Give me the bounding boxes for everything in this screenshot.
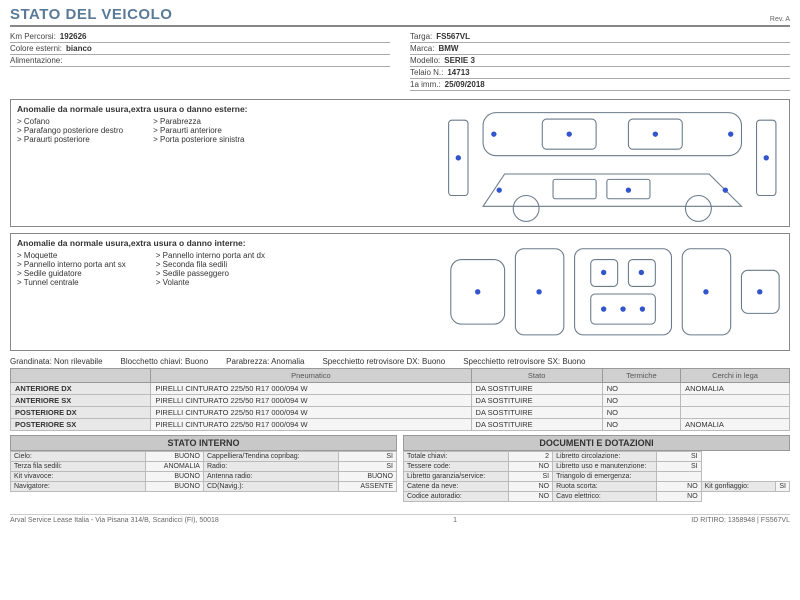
info-row: Alimentazione: [10,55,390,67]
page-title: STATO DEL VEICOLO [10,6,172,23]
anomaly-item: Pannello interno porta ant sx [17,260,126,269]
exterior-diagram [436,100,789,226]
anomaly-item: Cofano [17,117,123,126]
tires-header: Stato [471,369,602,383]
anomaly-item: Parafango posteriore destro [17,126,123,135]
tires-header: Pneumatico [151,369,471,383]
interior-section: Anomalie da normale usura,extra usura o … [10,233,790,351]
tires-table: PneumaticoStatoTermicheCerchi in lega AN… [10,368,790,431]
interior-title: Anomalie da normale usura,extra usura o … [17,238,430,248]
mini-row: Cielo:BUONOCappelliera/Tendina copribag:… [11,452,397,462]
summary-item: Specchietto retrovisore DX: Buono [322,357,445,366]
mini-row: Navigatore:BUONOCD(Navig.):ASSENTE [11,482,397,492]
stato-interno-panel: STATO INTERNO Cielo:BUONOCappelliera/Ten… [10,435,397,502]
vehicle-info: Km Percorsi:192626Colore esterni:biancoA… [10,31,790,91]
anomaly-item: Parabrezza [153,117,244,126]
mini-row: Catene da neve:NORuota scorta:NOKit gonf… [404,482,790,492]
footer-left: Arval Service Lease Italia - Via Pisana … [10,517,219,524]
summary-item: Specchietto retrovisore SX: Buono [463,357,585,366]
info-row: Km Percorsi:192626 [10,31,390,43]
info-row: Marca:BMW [410,43,790,55]
tires-header: Cerchi in lega [681,369,790,383]
info-row: Modello:SERIE 3 [410,55,790,67]
exterior-section: Anomalie da normale usura,extra usura o … [10,99,790,227]
tires-row: ANTERIORE DXPIRELLI CINTURATO 225/50 R17… [11,383,790,395]
summary-item: Grandinata: Non rilevabile [10,357,103,366]
tires-header [11,369,151,383]
anomaly-item: Pannello interno porta ant dx [156,251,265,260]
info-row: Colore esterni:bianco [10,43,390,55]
info-row: 1a imm.:25/09/2018 [410,79,790,91]
interior-diagram [436,234,789,350]
tires-row: POSTERIORE DXPIRELLI CINTURATO 225/50 R1… [11,407,790,419]
documenti-title: DOCUMENTI E DOTAZIONI [403,435,790,451]
revision-label: Rev. A [770,16,790,23]
anomaly-item: Moquette [17,251,126,260]
info-row: Telaio N.:14713 [410,67,790,79]
mini-row: Tessere code:NOLibretto uso e manutenzio… [404,462,790,472]
anomaly-item: Tunnel centrale [17,278,126,287]
stato-interno-title: STATO INTERNO [10,435,397,451]
anomaly-item: Sedile guidatore [17,269,126,278]
summary-row: Grandinata: Non rilevabile Blocchetto chi… [10,357,790,366]
mini-row: Terza fila sedili:ANOMALIARadio:SI [11,462,397,472]
anomaly-item: Porta posteriore sinistra [153,135,244,144]
anomaly-item: Seconda fila sedili [156,260,265,269]
mini-row: Libretto garanzia/service:SITriangolo di… [404,472,790,482]
footer-page: 1 [453,517,457,524]
summary-item: Parabrezza: Anomalia [226,357,304,366]
mini-row: Totale chiavi:2Libretto circolazione:SI [404,452,790,462]
anomaly-item: Volante [156,278,265,287]
tires-header: Termiche [602,369,680,383]
tires-row: ANTERIORE SXPIRELLI CINTURATO 225/50 R17… [11,395,790,407]
mini-row: Codice autoradio:NOCavo elettrico:NO [404,492,790,502]
mini-row: Kit vivavoce:BUONOAntenna radio:BUONO [11,472,397,482]
summary-item: Blocchetto chiavi: Buono [121,357,209,366]
footer-right: ID RITIRO: 1358948 | FS567VL [691,517,790,524]
tires-row: POSTERIORE SXPIRELLI CINTURATO 225/50 R1… [11,419,790,431]
anomaly-item: Paraurti anteriore [153,126,244,135]
anomaly-item: Paraurti posteriore [17,135,123,144]
documenti-panel: DOCUMENTI E DOTAZIONI Totale chiavi:2Lib… [403,435,790,502]
exterior-title: Anomalie da normale usura,extra usura o … [17,104,430,114]
anomaly-item: Sedile passeggero [156,269,265,278]
title-bar: STATO DEL VEICOLO Rev. A [10,6,790,27]
page-footer: Arval Service Lease Italia - Via Pisana … [10,514,790,524]
info-row: Targa:FS567VL [410,31,790,43]
